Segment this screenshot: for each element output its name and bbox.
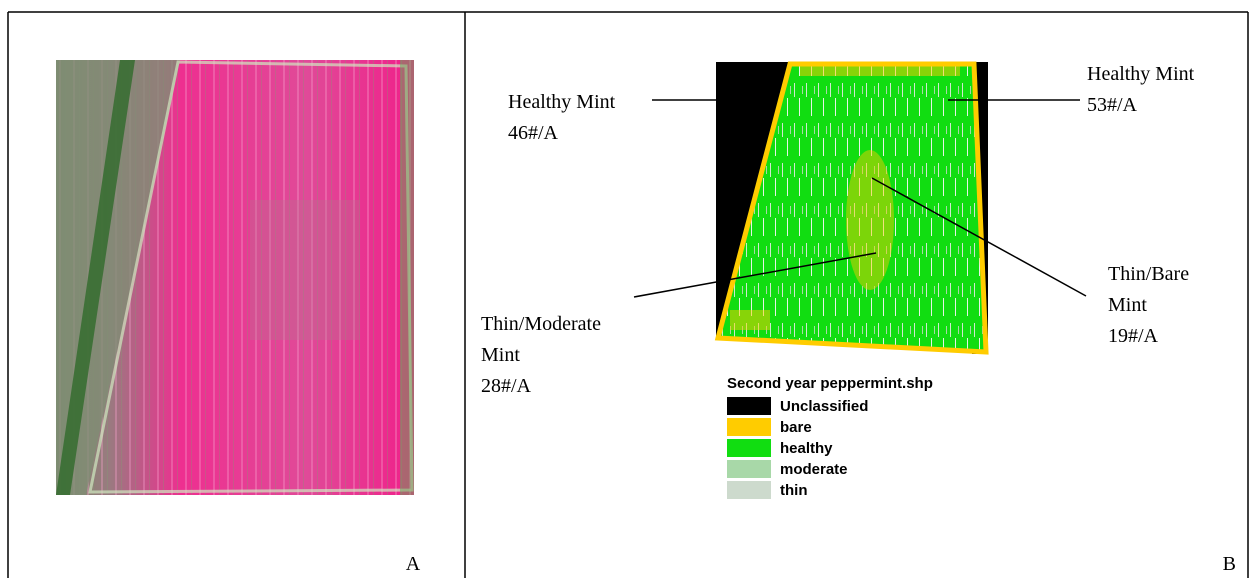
legend: Second year peppermint.shp Unclassified ba…: [727, 375, 933, 499]
panel-label: A: [406, 553, 421, 575]
panel-label: B: [1223, 553, 1236, 575]
annotation-text: Healthy Mint: [508, 91, 616, 113]
annotation-text: 19#/A: [1108, 325, 1159, 347]
legend-label: healthy: [780, 440, 833, 457]
legend-label: moderate: [780, 461, 848, 478]
classified-map: [716, 62, 988, 354]
legend-swatch: [727, 481, 771, 499]
aerial-image: [56, 60, 414, 495]
legend-label: bare: [780, 419, 812, 436]
annotation-text: Thin/Bare: [1108, 263, 1189, 285]
annotation-text: Mint: [1108, 294, 1147, 316]
annotation-text: Thin/Moderate: [481, 313, 601, 335]
annotation-text: Healthy Mint: [1087, 63, 1195, 85]
legend-label: Unclassified: [780, 398, 868, 415]
legend-swatch: [727, 439, 771, 457]
legend-swatch: [727, 418, 771, 436]
annotation-text: 53#/A: [1087, 94, 1138, 116]
legend-swatch: [727, 460, 771, 478]
legend-title: Second year peppermint.shp: [727, 375, 933, 392]
page: A B Healthy Mint 46#/A Healthy Mint 53#/A Th…: [0, 0, 1258, 578]
annotation-text: 46#/A: [508, 122, 559, 144]
legend-label: thin: [780, 482, 808, 499]
annotation-text: 28#/A: [481, 375, 532, 397]
figure: A B Healthy Mint 46#/A Healthy Mint 53#/A Th…: [0, 0, 1258, 578]
annotation-text: Mint: [481, 344, 520, 366]
legend-swatch: [727, 397, 771, 415]
